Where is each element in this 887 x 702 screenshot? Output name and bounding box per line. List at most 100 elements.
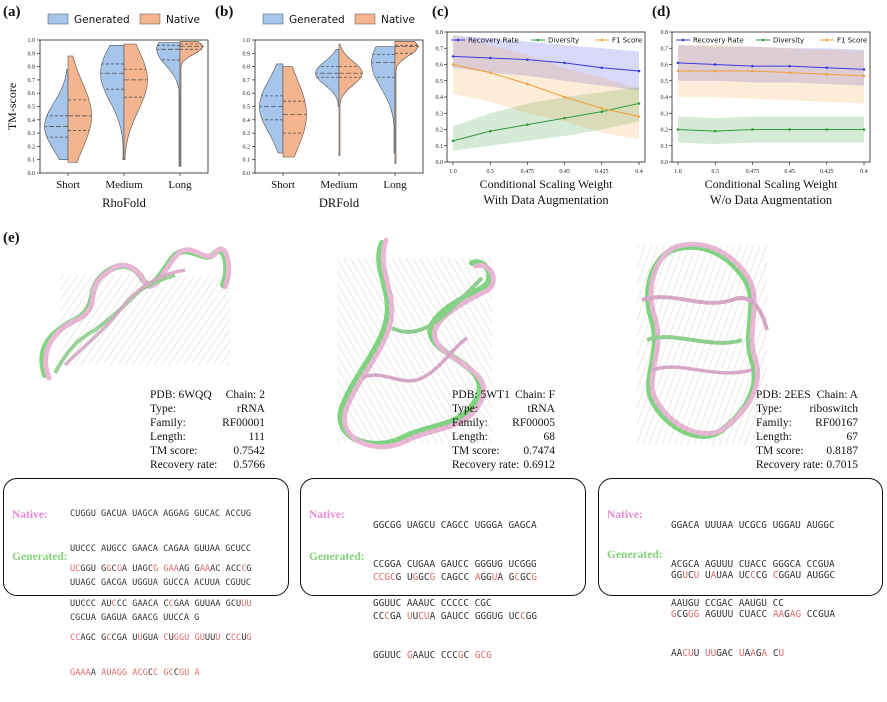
series-point	[526, 58, 529, 61]
series-point	[862, 128, 866, 131]
info-key: TM score:	[756, 445, 804, 457]
series-point	[713, 63, 717, 66]
series-point	[788, 64, 791, 68]
info-value: 0.7542	[233, 445, 265, 457]
x-tick-label: Long	[168, 179, 192, 191]
y-tick-label: 0.0	[28, 171, 36, 177]
x-tick-label: Medium	[105, 179, 143, 191]
legend-label: F1 Score	[837, 37, 867, 45]
series-point	[676, 61, 680, 65]
info-value: RF00001	[222, 417, 265, 429]
pdb-id: PDB: 2EES	[756, 389, 811, 401]
generated-violin	[259, 63, 284, 154]
y-tick-label: 0.3	[243, 131, 251, 137]
legend-label-native: Native	[166, 14, 200, 26]
sequence-box-6wqq: Native: Generated: CUGGU GACUA UAGCA AGG…	[3, 478, 289, 678]
native-label: Native:	[309, 509, 345, 521]
sequence-line: GGUUC GAAUC CCCGC GCG	[373, 650, 492, 661]
legend-label: Diversity	[548, 37, 579, 45]
series-point	[862, 74, 866, 78]
info-value: 0.8187	[826, 445, 858, 457]
x-tick-label: 0.475	[521, 169, 535, 175]
generated-label: Generated:	[12, 551, 68, 563]
y-tick-label: 1.0	[243, 38, 251, 44]
y-tick-label: 0.3	[436, 111, 444, 117]
y-tick-label: 0.7	[436, 46, 444, 52]
y-tick-label: 0.8	[661, 30, 669, 36]
x-tick-label: 0.4	[860, 169, 868, 175]
y-tick-label: 0.9	[243, 51, 251, 57]
y-tick-label: 0.2	[28, 144, 36, 150]
sequence-line: GGACA UUUAA UCGCG UGGAU AUGGC	[671, 520, 835, 531]
chart-subtitle: W/o Data Augmentation	[710, 193, 833, 207]
legend-label: Diversity	[773, 37, 804, 45]
x-tick-label: Long	[383, 179, 407, 191]
series-point	[788, 71, 791, 74]
legend-marker	[825, 38, 829, 42]
x-axis-label: Conditional Scaling Weight	[480, 177, 613, 191]
series-line	[452, 64, 640, 117]
series-point	[451, 55, 455, 58]
series-point	[451, 139, 455, 143]
x-tick-label: 0.5	[711, 169, 719, 175]
legend-label-generated: Generated	[289, 14, 345, 26]
legend-swatch-generated	[262, 13, 284, 25]
sequence-line: UUCCC AUCCC GAACA CCGAA GUUAA GCUUU	[70, 598, 252, 609]
sequence-line: GCGGG AGUUU CUACC AAGAG CCGUA	[671, 609, 836, 620]
x-tick-label: 0.425	[820, 169, 834, 175]
info-key: Recovery rate:	[452, 459, 520, 471]
x-axis-label: Conditional Scaling Weight	[705, 177, 838, 191]
violin-chart-drfold: 0.0 0.1 0.2 0.3 0.4 0.5 0.6 0.7 0.8 0.9 1.0 Short Me…	[243, 13, 424, 210]
sequence-box-2ees: Native: Generated: GGACA UUUAA UCGCG UGG…	[598, 478, 883, 659]
info-key: Family:	[150, 417, 186, 429]
series-point	[825, 128, 829, 131]
info-key: Recovery rate:	[756, 459, 824, 471]
info-key: Length:	[150, 431, 186, 443]
x-tick-label: 1.0	[449, 169, 457, 175]
legend-label: F1 Score	[612, 37, 642, 45]
series-point	[488, 56, 492, 60]
legend-swatch-native	[354, 13, 376, 25]
x-tick-label: 1.0	[674, 169, 682, 175]
rna-structure-2ees-image	[637, 241, 769, 445]
structure-info-6wqq: PDB: 6WQQ Chain: 2 Type: rRNA Family: RF000…	[150, 388, 265, 472]
series-point	[676, 128, 680, 131]
sequence-line: GAAAA AUAGG ACGCC GCCGU A	[70, 667, 200, 678]
series-band	[678, 116, 864, 145]
series-point	[637, 69, 641, 73]
structure-info-2ees: PDB: 2EES Chain: A Type: riboswitch Family…	[756, 388, 858, 472]
native-violin	[338, 43, 363, 157]
series-point	[488, 71, 492, 74]
sequence-line: UCGGU GGCGA UAGCG GAAAG GAAAC ACCCG	[70, 564, 252, 574]
legend-label: Recovery Rate	[468, 37, 519, 45]
sequence-line: ACGCA AGUUU CUACC GGGCA CCGUA	[671, 559, 835, 570]
info-key: TM score:	[150, 445, 198, 457]
y-tick-label: 0.8	[28, 65, 36, 71]
y-tick-label: 0.7	[661, 46, 669, 52]
line-chart-without-augmentation: 0.0 0.1 0.2 0.3 0.4 0.5 0.6 0.7 0.8 1.0 0.5 0.475 0.…	[661, 30, 871, 207]
x-tick-label: Short	[271, 179, 295, 191]
series-point	[637, 115, 641, 118]
structure-info-5wt1: PDB: 5WT1 Chain: F Type: tRNA Family: RF000…	[452, 388, 555, 472]
native-violin	[67, 55, 92, 163]
generated-sequence: CCGCG UGGCG CAGCC AGGUA GCGCG CCCGA UUCU…	[373, 545, 537, 688]
generated-violin	[44, 68, 69, 160]
series-point	[713, 129, 717, 133]
info-value: 67	[846, 431, 859, 443]
x-tick-label: 0.5	[486, 169, 494, 175]
generated-label: Generated:	[607, 549, 663, 561]
series-point	[600, 110, 604, 113]
panel-b-label: (b)	[215, 4, 234, 20]
sequence-line: UUAGC GACGA UGGUA GUCCA ACUUA CGUUC	[70, 578, 252, 588]
y-tick-label: 0.5	[436, 79, 444, 85]
series-line	[677, 129, 864, 132]
chain-id: Chain: 2	[225, 389, 265, 401]
native-label: Native:	[12, 509, 48, 521]
sequence-line: UUCCC AUGCC GAACA CAGAA GUUAA GCUCC	[70, 543, 252, 554]
series-line	[677, 62, 865, 70]
series-point	[751, 128, 754, 131]
series-band	[678, 45, 864, 86]
y-tick-label: 0.4	[243, 118, 251, 124]
rna-structure-5wt1-image	[337, 237, 496, 450]
method-title: RhoFold	[102, 196, 147, 210]
